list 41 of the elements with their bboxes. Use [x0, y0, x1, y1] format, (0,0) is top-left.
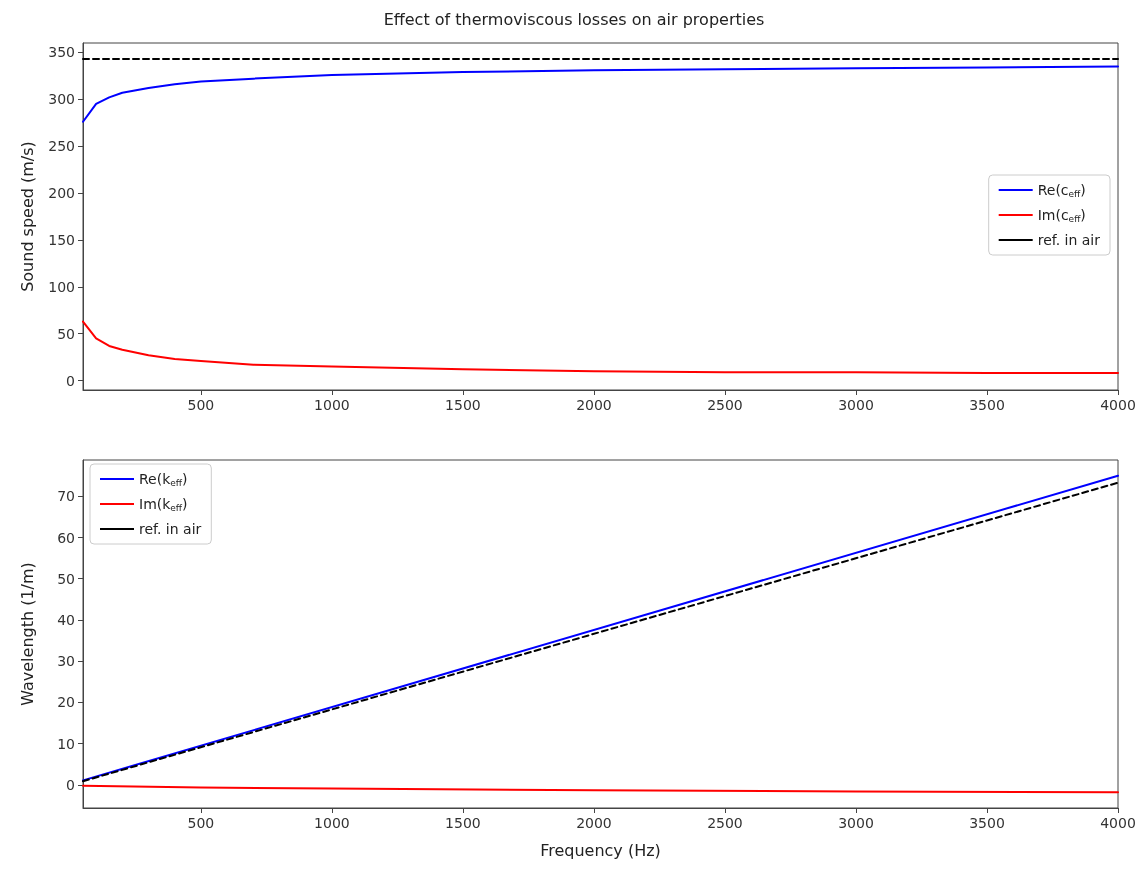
line-series — [82, 784, 1119, 794]
y-tick-label: 30 — [57, 653, 75, 670]
line-series — [82, 65, 1119, 123]
x-tick-label: 4000 — [1100, 397, 1136, 413]
y-axis-title: Sound speed (m/s) — [17, 141, 37, 292]
x-tick-label: 4000 — [1100, 815, 1136, 831]
x-tick-label: 3000 — [838, 815, 874, 831]
y-axis-title: Wavelength (1/m) — [17, 562, 37, 706]
y-tick-label: 10 — [57, 735, 75, 752]
x-tick-label: 2500 — [707, 397, 743, 413]
x-tick-label: 3500 — [969, 815, 1005, 831]
x-tick-label: 1500 — [445, 815, 481, 831]
y-tick-label: 50 — [57, 325, 75, 342]
x-tick-label: 2500 — [707, 815, 743, 831]
y-tick-label: 0 — [66, 776, 75, 793]
legend-label: ref. in air — [1037, 232, 1101, 248]
y-tick-label: 60 — [57, 529, 75, 546]
y-tick-label: 20 — [57, 694, 75, 711]
y-tick-label: 50 — [57, 570, 75, 587]
y-tick-label: 0 — [66, 372, 75, 389]
y-tick-label: 350 — [48, 44, 75, 61]
y-tick-label: 300 — [48, 91, 75, 108]
y-tick-label: 100 — [48, 278, 75, 295]
y-tick-label: 70 — [57, 488, 75, 505]
x-tick-label: 1000 — [314, 397, 350, 413]
y-tick-label: 40 — [57, 611, 75, 628]
y-tick-label: 250 — [48, 138, 75, 155]
y-tick-label: 200 — [48, 185, 75, 202]
x-tick-label: 3500 — [969, 397, 1005, 413]
line-series — [82, 320, 1119, 375]
legend-label: ref. in air — [139, 521, 202, 537]
x-tick-label: 2000 — [576, 815, 612, 831]
x-axis-title: Frequency (Hz) — [540, 840, 661, 860]
x-tick-label: 500 — [187, 397, 215, 413]
x-tick-label: 1500 — [445, 397, 481, 413]
x-tick-label: 500 — [187, 815, 215, 831]
x-tick-label: 3000 — [838, 397, 874, 413]
chart-title: Effect of thermoviscous losses on air properties — [383, 9, 765, 29]
x-tick-label: 1000 — [314, 815, 350, 831]
x-tick-label: 2000 — [576, 397, 612, 413]
y-tick-label: 150 — [48, 231, 75, 248]
